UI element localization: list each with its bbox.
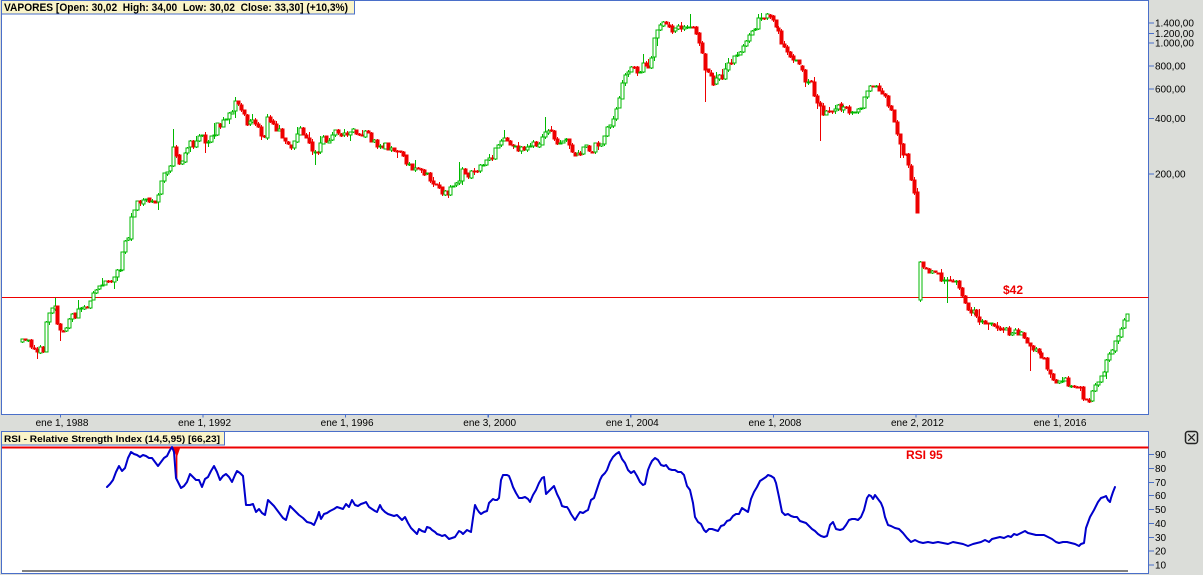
svg-text:1.200,00: 1.200,00	[1155, 29, 1194, 40]
svg-text:600,00: 600,00	[1155, 85, 1186, 96]
svg-text:RSI 95: RSI 95	[906, 448, 943, 462]
svg-text:90: 90	[1155, 450, 1167, 461]
svg-text:VAPORES [Open: 30,02 High: 34: VAPORES [Open: 30,02 High: 34,00 Low: 30…	[4, 2, 348, 14]
svg-text:70: 70	[1155, 478, 1167, 489]
svg-text:ene 1, 1996: ene 1, 1996	[321, 418, 374, 429]
svg-text:RSI - Relative Strength Index: RSI - Relative Strength Index (14,5,95) …	[4, 434, 220, 445]
svg-text:ene 2, 2012: ene 2, 2012	[891, 418, 944, 429]
svg-text:ene 1, 1988: ene 1, 1988	[36, 418, 89, 429]
svg-text:20: 20	[1155, 547, 1167, 558]
svg-text:1.000,00: 1.000,00	[1155, 39, 1194, 50]
svg-text:200,00: 200,00	[1155, 170, 1186, 181]
svg-text:800,00: 800,00	[1155, 62, 1186, 73]
svg-text:30: 30	[1155, 533, 1167, 544]
svg-text:1.400,00: 1.400,00	[1155, 19, 1194, 30]
svg-text:ene 1, 1992: ene 1, 1992	[178, 418, 231, 429]
svg-text:400,00: 400,00	[1155, 114, 1186, 125]
svg-text:ene 3, 2000: ene 3, 2000	[463, 418, 516, 429]
svg-text:80: 80	[1155, 464, 1167, 475]
svg-text:ene 1, 2016: ene 1, 2016	[1034, 418, 1087, 429]
svg-text:ene 1, 2004: ene 1, 2004	[606, 418, 659, 429]
svg-text:ene 1, 2008: ene 1, 2008	[748, 418, 801, 429]
svg-text:50: 50	[1155, 505, 1167, 516]
svg-text:60: 60	[1155, 491, 1167, 502]
svg-text:$42: $42	[1003, 283, 1023, 297]
svg-text:40: 40	[1155, 519, 1167, 530]
svg-text:10: 10	[1155, 561, 1167, 572]
